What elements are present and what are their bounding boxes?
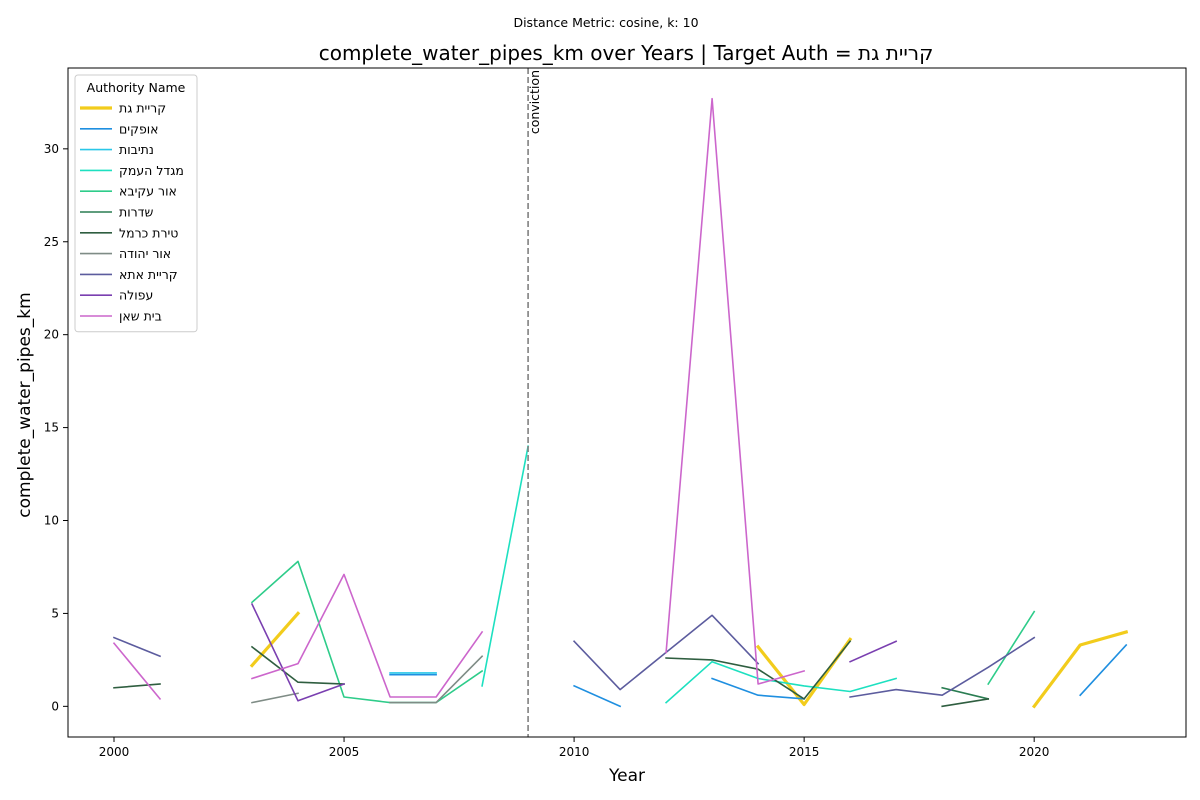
legend-label: בית שאן bbox=[119, 309, 162, 324]
series-line bbox=[250, 645, 345, 685]
series-line bbox=[849, 636, 1036, 698]
series-8 bbox=[251, 655, 484, 704]
x-tick-label: 2015 bbox=[789, 745, 820, 759]
legend-item: מגדל העמק bbox=[80, 163, 184, 178]
series-line bbox=[573, 684, 622, 708]
x-axis-label: Year bbox=[608, 766, 645, 786]
series-line bbox=[112, 636, 162, 658]
series-5 bbox=[250, 560, 1036, 704]
legend-label: שדרות bbox=[119, 205, 154, 220]
series-line bbox=[389, 655, 484, 704]
series-6 bbox=[941, 686, 990, 700]
legend-item: בית שאן bbox=[80, 309, 162, 324]
series-11 bbox=[112, 97, 806, 701]
chart-title: complete_water_pipes_km over Years | Tar… bbox=[319, 41, 934, 65]
legend-item: עפולה bbox=[80, 288, 153, 303]
y-tick-label: 30 bbox=[44, 142, 59, 156]
series-line bbox=[113, 683, 161, 689]
legend: Authority Name קריית גת אופקים נתיבות מגדל ה… bbox=[74, 74, 198, 333]
series-line bbox=[250, 560, 484, 704]
legend-label: אור יהודה bbox=[119, 246, 171, 261]
y-axis-label: complete_water_pipes_km bbox=[15, 292, 35, 517]
series-line bbox=[755, 637, 853, 707]
legend-box bbox=[74, 74, 198, 333]
y-tick-label: 10 bbox=[44, 514, 59, 528]
series-line bbox=[250, 573, 484, 698]
legend-label: קריית אתא bbox=[119, 267, 178, 282]
legend-label: אופקים bbox=[119, 121, 159, 136]
series-1 bbox=[249, 611, 1129, 709]
series-line bbox=[112, 642, 162, 701]
legend-label: עפולה bbox=[119, 288, 153, 303]
legend-label: קריית גת bbox=[119, 101, 166, 116]
x-tick-label: 2010 bbox=[559, 745, 590, 759]
legend-label: אור עקיבא bbox=[119, 184, 177, 199]
x-tick-label: 2005 bbox=[329, 745, 360, 759]
series-10 bbox=[250, 603, 898, 702]
annotation-label: conviction bbox=[527, 70, 542, 134]
series-line bbox=[665, 97, 806, 685]
legend-item: אור עקיבא bbox=[80, 184, 177, 199]
series-line bbox=[251, 692, 299, 704]
series-7 bbox=[113, 640, 990, 708]
legend-label: נתיבות bbox=[119, 142, 154, 157]
series-line bbox=[481, 445, 530, 687]
series-line bbox=[941, 697, 990, 708]
series-line bbox=[1031, 630, 1129, 709]
series-line bbox=[664, 660, 898, 704]
y-tick-label: 20 bbox=[44, 328, 59, 342]
legend-item: נתיבות bbox=[80, 142, 154, 157]
y-tick-label: 5 bbox=[51, 606, 59, 620]
series-line bbox=[249, 611, 301, 668]
plot-frame bbox=[67, 67, 1187, 738]
plot-area: conviction bbox=[67, 67, 1187, 738]
x-tick-label: 2020 bbox=[1019, 745, 1050, 759]
series-line bbox=[941, 686, 990, 700]
series-line bbox=[665, 640, 852, 700]
series-line bbox=[711, 677, 805, 700]
series-4 bbox=[481, 445, 898, 704]
series-9 bbox=[112, 614, 1036, 698]
y-tick-label: 15 bbox=[44, 421, 59, 435]
x-axis: 2000 2005 2010 2015 2020 bbox=[99, 737, 1050, 759]
legend-item: טירת כרמל bbox=[80, 225, 178, 240]
series-line bbox=[987, 610, 1036, 686]
y-tick-label: 0 bbox=[51, 699, 59, 713]
x-tick-label: 2000 bbox=[99, 745, 130, 759]
legend-label: מגדל העמק bbox=[119, 163, 184, 178]
y-tick-label: 25 bbox=[44, 235, 59, 249]
series-2 bbox=[389, 643, 1128, 708]
series-line bbox=[1079, 643, 1128, 697]
series-line bbox=[849, 640, 898, 663]
legend-item: קריית אתא bbox=[80, 267, 178, 282]
legend-label: טירת כרמל bbox=[119, 225, 178, 240]
chart-suptitle: Distance Metric: cosine, k: 10 bbox=[513, 15, 698, 30]
y-axis: 0 5 10 15 20 25 30 bbox=[44, 142, 68, 713]
legend-item: אור יהודה bbox=[80, 246, 171, 261]
legend-item: אופקים bbox=[80, 121, 159, 136]
legend-item: קריית גת bbox=[80, 101, 166, 116]
legend-title: Authority Name bbox=[87, 80, 186, 95]
legend-item: שדרות bbox=[80, 205, 154, 220]
series-line bbox=[250, 603, 346, 702]
